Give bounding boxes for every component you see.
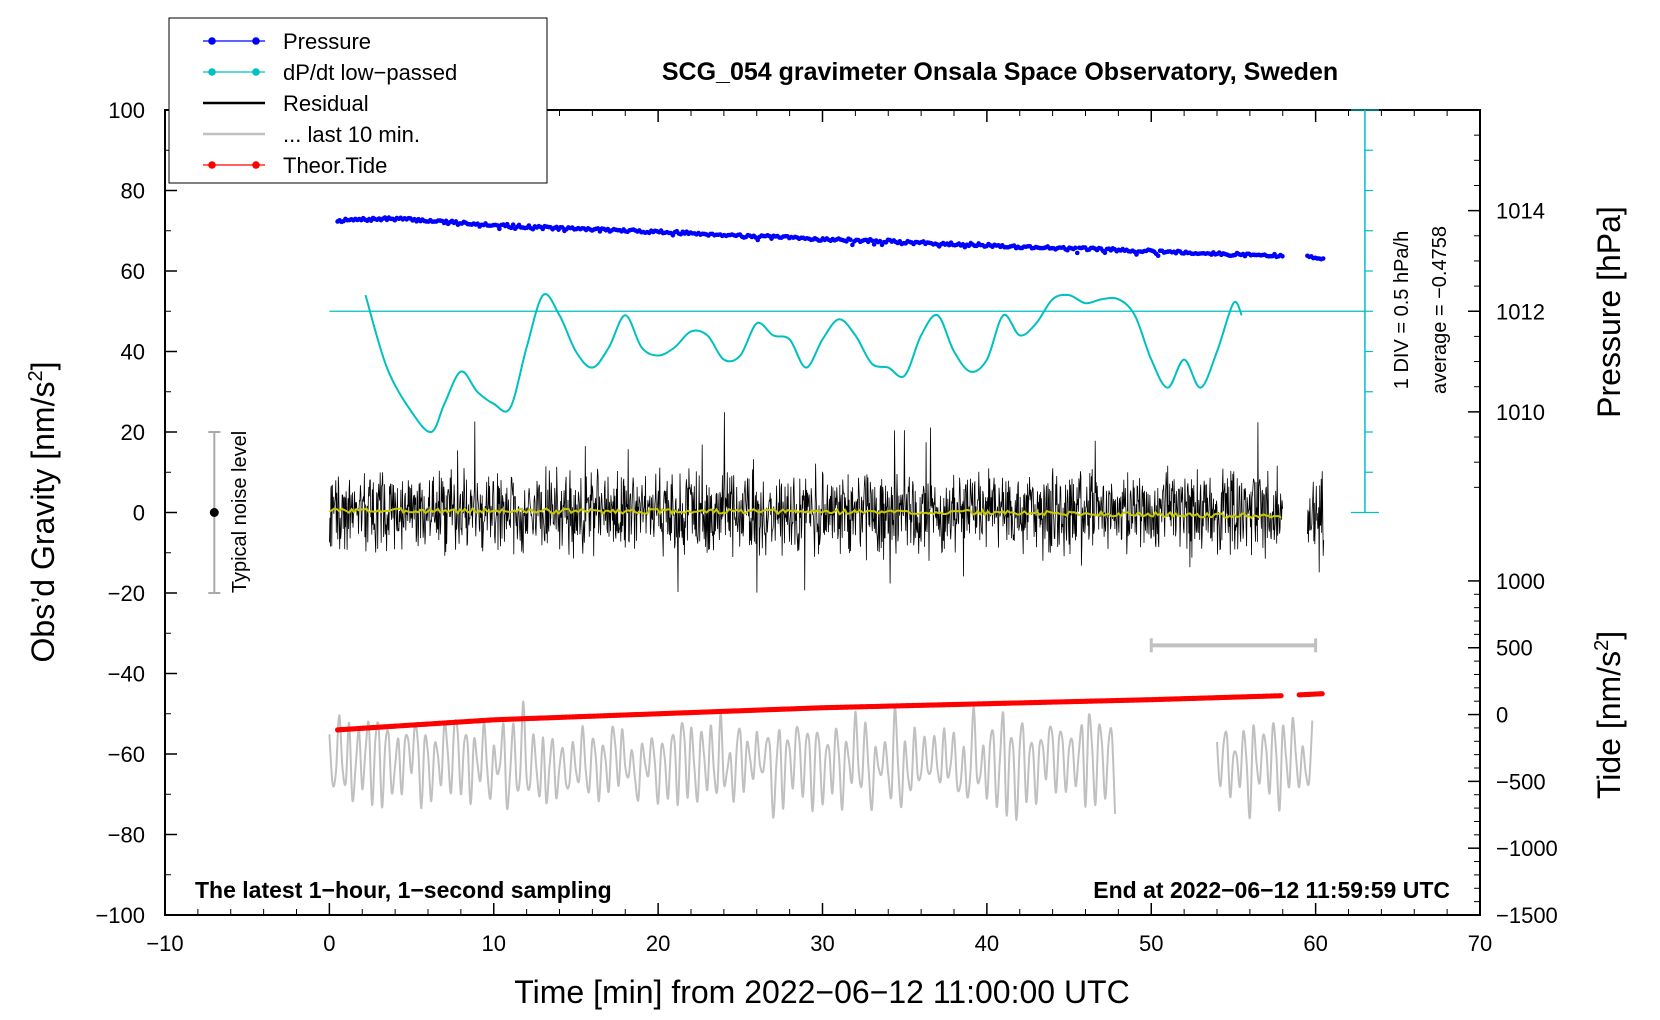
tide-tick-label: −500 [1496, 769, 1546, 794]
tide-tick-label: 1000 [1496, 569, 1545, 594]
legend-swatch-marker [208, 161, 216, 169]
legend-label: dP/dt low−passed [283, 60, 457, 85]
y-tick-label: −60 [108, 742, 145, 767]
dpdt-line [364, 293, 1243, 434]
pressure-point [848, 237, 853, 243]
legend-box [168, 17, 548, 184]
tide-tick-label: 0 [1496, 703, 1508, 728]
legend-swatch-marker [252, 68, 260, 76]
legend-swatch-marker [252, 161, 260, 169]
x-tick-label: 0 [323, 931, 335, 956]
legend-swatch-marker [208, 68, 216, 76]
footer-left-note: The latest 1−hour, 1−second sampling [195, 877, 612, 903]
tide-tick-label: −1000 [1496, 836, 1558, 861]
x-tick-label: 60 [1303, 931, 1327, 956]
pressure-point [560, 225, 565, 230]
pressure-tick-label: 1012 [1496, 299, 1545, 324]
last10-line [328, 700, 1117, 822]
chart-title: SCG_054 gravimeter Onsala Space Observat… [662, 58, 1338, 86]
pressure-point [1280, 253, 1285, 259]
legend-label: Pressure [283, 29, 371, 54]
pressure-point [510, 222, 516, 227]
y-tick-label: −80 [108, 823, 145, 848]
legend-label: Theor.Tide [283, 153, 387, 178]
legend-label: Residual [283, 91, 369, 116]
y-tick-label: 80 [121, 179, 145, 204]
footer-right-note: End at 2022−06−12 11:59:59 UTC [1093, 877, 1450, 903]
pressure-point [1073, 245, 1078, 251]
last10-tail-line [1216, 717, 1314, 819]
residual-smoothed-line [328, 506, 1282, 520]
residual-tail-line [1307, 471, 1325, 573]
residual-line [329, 412, 1283, 593]
y-tick-label: 60 [121, 259, 145, 284]
y-tick-label: 0 [133, 501, 145, 526]
x-tick-label: 50 [1139, 931, 1163, 956]
series-layer [208, 109, 1379, 822]
y-tick-label: −20 [108, 581, 145, 606]
pressure-point [1320, 256, 1326, 261]
x-tick-label: 20 [646, 931, 670, 956]
y-tick-label: 40 [121, 340, 145, 365]
noise-bar-center [209, 508, 219, 517]
pressure-point [871, 242, 877, 247]
tide-tick-label: −1500 [1496, 903, 1558, 928]
pressure-tick-label: 1014 [1496, 199, 1545, 224]
pressure-point [495, 223, 500, 228]
x-tick-label: 10 [482, 931, 506, 956]
pressure-point [1102, 250, 1108, 256]
y-tick-label: 100 [108, 98, 145, 123]
pressure-point [850, 242, 855, 248]
pressure-point [877, 238, 883, 244]
legend-swatch-marker [208, 37, 216, 45]
pressure-tick-label: 1010 [1496, 400, 1545, 425]
x-axis-title: Time [min] from 2022−06−12 11:00:00 UTC [514, 974, 1129, 1010]
y-tick-label: −100 [95, 903, 145, 928]
dpdt-scale-label: 1 DIV = 0.5 hPa/h [1391, 231, 1413, 389]
tide-tick-label: 500 [1496, 636, 1533, 661]
pressure-point [1074, 250, 1080, 256]
legend: Pressure dP/dt low−passed Residual ... last… [168, 17, 548, 184]
tide-point [1319, 691, 1325, 697]
x-tick-label: 70 [1468, 931, 1492, 956]
x-tick-label: 40 [975, 931, 999, 956]
pressure-point [497, 226, 502, 232]
axis-ticks: −10 0 10 20 30 40 50 60 70100806040200−20−40−60−… [95, 98, 1557, 956]
y-tick-label: −40 [108, 662, 145, 687]
legend-label: ... last 10 min. [283, 122, 420, 147]
x-tick-label: 30 [810, 931, 834, 956]
dpdt-average-label: average = −0.4758 [1429, 226, 1451, 394]
pressure-point [869, 238, 875, 243]
pressure-axis-title: Pressure [hPa] [1591, 206, 1627, 418]
legend-swatch-marker [252, 37, 260, 45]
legend-items: Pressure dP/dt low−passed Residual ... last… [203, 29, 457, 178]
x-tick-label: −10 [146, 931, 183, 956]
pressure-point [1155, 253, 1161, 258]
tide-axis-title: Tide [nm/s2] [1591, 631, 1627, 799]
pressure-points [335, 215, 1326, 262]
y-tick-label: 20 [121, 420, 145, 445]
y-axis-title: Obs’d Gravity [nm/s2] [25, 362, 61, 663]
tide-points [334, 691, 1325, 733]
tide-point [1278, 693, 1284, 699]
noise-level-label: Typical noise level [229, 431, 251, 593]
